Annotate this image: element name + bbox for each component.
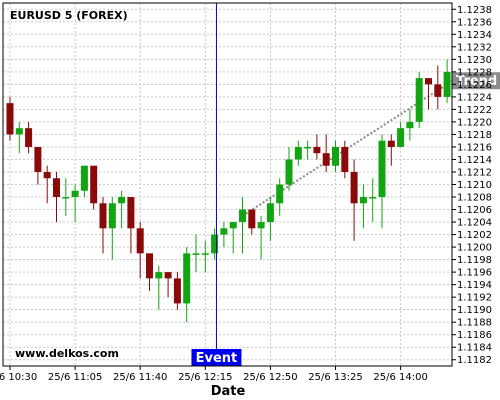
candle-bearish: [53, 178, 60, 198]
y-tick-label: 1.1220: [457, 117, 492, 128]
plot-frame: [2, 2, 453, 367]
event-tag: [191, 349, 242, 366]
y-tick-label: 1.1192: [457, 293, 492, 304]
y-tick-label: 1.1202: [457, 230, 492, 241]
candle-bearish: [127, 197, 135, 229]
y-tick-label: 1.1208: [457, 193, 492, 204]
x-tick-label: 25/6 12:50: [243, 372, 297, 383]
candle-bullish: [239, 209, 246, 223]
candle-bearish: [99, 203, 107, 229]
y-tick-label: 1.1182: [457, 355, 492, 366]
candle-bullish: [285, 159, 293, 185]
candle-bullish: [192, 253, 200, 255]
candle-bullish: [276, 184, 284, 204]
candle-bearish: [322, 153, 330, 166]
y-tick-label: 1.1190: [457, 305, 492, 316]
candle-bullish: [369, 197, 377, 199]
y-tick-label: 1.1238: [457, 5, 492, 16]
chart-title: EURUSD 5 (FOREX): [10, 9, 128, 22]
candle-bullish: [294, 146, 302, 160]
event-tag-label: Event: [196, 351, 238, 366]
candle-bullish: [183, 253, 191, 304]
candle-bullish: [257, 222, 265, 229]
candle-bullish: [108, 203, 116, 229]
y-tick-label: 1.1194: [457, 280, 492, 291]
candle-bearish: [90, 165, 98, 204]
grid: [3, 3, 452, 366]
candle-bullish: [118, 197, 126, 204]
y-tick-label: 1.1236: [457, 17, 492, 28]
y-tick-label: 1.1228: [457, 67, 492, 78]
candle-bearish: [43, 171, 51, 179]
candle-bullish: [266, 203, 274, 223]
y-tick-label: 1.1206: [457, 205, 492, 216]
event-layer: Event Trend: [191, 3, 500, 366]
candle-bullish: [211, 234, 219, 254]
candle-bullish: [378, 140, 386, 198]
x-tick-label: 25/6 11:40: [113, 372, 167, 383]
y-tick-label: 1.1222: [457, 105, 492, 116]
candles: [6, 59, 451, 323]
x-tick-label: 25/6 13:25: [308, 372, 362, 383]
y-tick-label: 1.1224: [457, 92, 492, 103]
y-tick-label: 1.1216: [457, 142, 492, 153]
candle-bullish: [220, 228, 228, 235]
candle-bearish: [25, 128, 33, 147]
y-tick-label: 1.1226: [457, 80, 492, 91]
candle-bearish: [6, 103, 14, 135]
candle-bearish: [34, 146, 42, 172]
y-tick-label: 1.1232: [457, 42, 492, 53]
trend-tag: [452, 72, 500, 90]
candle-bearish: [434, 84, 442, 97]
candle-bullish: [155, 272, 163, 279]
x-axis-label: Date: [211, 384, 246, 399]
candle-bearish: [173, 278, 181, 304]
candle-bullish: [15, 128, 23, 135]
candle-bullish: [443, 71, 451, 97]
candle-bearish: [146, 253, 153, 279]
candle-bullish: [80, 165, 88, 191]
watermark: www.delkos.com: [15, 347, 119, 360]
candle-bullish: [406, 121, 414, 129]
candle-bullish: [304, 146, 312, 149]
candle-bearish: [164, 272, 172, 279]
candle-bearish: [350, 171, 358, 204]
candle-bearish: [387, 140, 395, 147]
candle-bullish: [415, 78, 423, 122]
trend-tag-label: Trend: [456, 74, 497, 89]
x-tick-label: 25/6 14:00: [373, 372, 427, 383]
candle-bullish: [229, 222, 237, 229]
y-tick-label: 1.1204: [457, 218, 492, 229]
y-tick-label: 1.1230: [457, 55, 492, 66]
candle-bearish: [313, 146, 321, 154]
y-tick-label: 1.1196: [457, 268, 492, 279]
x-tick-label: 25/6 11:05: [48, 372, 102, 383]
candle-bullish: [71, 190, 79, 198]
y-tick-label: 1.1184: [457, 343, 492, 354]
y-tick-label: 1.1186: [457, 330, 492, 341]
y-tick-label: 1.1198: [457, 255, 492, 266]
candle-bearish: [136, 228, 144, 254]
y-tick-label: 1.1234: [457, 30, 492, 41]
y-tick-label: 1.1210: [457, 180, 492, 191]
candle-bullish: [201, 253, 209, 255]
candle-bullish: [397, 128, 405, 147]
candle-bearish: [425, 78, 432, 85]
x-tick-label: 25/6 12:15: [178, 372, 232, 383]
candle-bearish: [341, 146, 349, 172]
y-tick-label: 1.1218: [457, 130, 492, 141]
y-tick-label: 1.1212: [457, 167, 492, 178]
y-tick-label: 1.1214: [457, 155, 492, 166]
candle-bearish: [248, 209, 256, 229]
candle-bullish: [359, 197, 367, 204]
candle-bullish: [332, 146, 339, 166]
y-tick-label: 1.1200: [457, 243, 492, 254]
x-tick-label: 25/6 10:30: [0, 372, 37, 383]
candle-bullish: [62, 197, 70, 199]
y-tick-label: 1.1188: [457, 318, 492, 329]
